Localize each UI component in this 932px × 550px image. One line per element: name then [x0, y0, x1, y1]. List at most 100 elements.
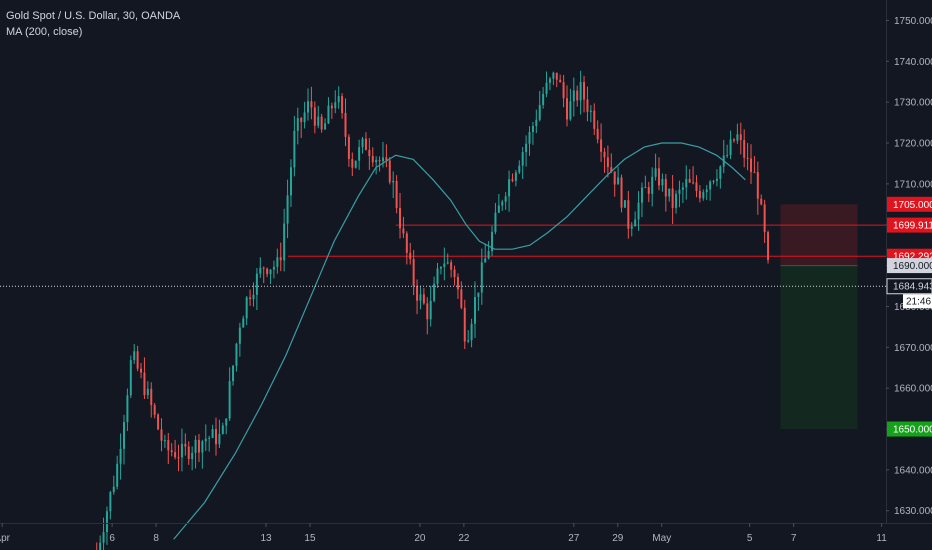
candle	[555, 72, 558, 88]
candle-body	[439, 266, 442, 269]
candle	[552, 71, 555, 86]
candle	[651, 167, 654, 207]
candle-body	[201, 441, 204, 453]
y-tick-label: 1710.000	[894, 179, 932, 190]
candle-body	[705, 189, 708, 193]
candle	[310, 86, 313, 120]
candle-body	[719, 166, 722, 179]
x-tick-label: 20	[414, 533, 426, 544]
candle	[358, 139, 361, 170]
candle	[232, 364, 235, 386]
candle	[695, 175, 698, 198]
candle	[399, 193, 402, 239]
target-price-tag-label: 1650.000	[893, 425, 932, 436]
candle	[300, 116, 303, 138]
candle	[426, 297, 429, 335]
candle	[180, 428, 183, 472]
candle	[719, 165, 722, 189]
candle	[167, 432, 170, 465]
candle	[354, 160, 357, 169]
x-tick-label: 22	[458, 533, 470, 544]
candle-body	[552, 72, 555, 79]
candle-body	[416, 285, 419, 301]
candle	[511, 173, 514, 183]
candle-body	[364, 138, 367, 150]
candle	[518, 160, 521, 175]
candle-body	[559, 79, 562, 83]
candle-body	[395, 180, 398, 209]
candle-body	[480, 262, 483, 293]
candle	[463, 299, 466, 349]
candle-body	[565, 98, 568, 120]
candle-body	[221, 425, 224, 434]
candle	[538, 90, 541, 122]
candle-body	[712, 180, 715, 182]
candle	[658, 157, 661, 191]
level-1-price-tag	[887, 217, 932, 233]
candle	[439, 266, 442, 275]
candle-body	[347, 136, 350, 160]
candle-body	[378, 160, 381, 162]
candle	[729, 130, 732, 160]
candle	[109, 490, 112, 520]
candle	[334, 90, 337, 114]
candle-body	[763, 204, 766, 233]
candle-body	[709, 181, 712, 190]
candle	[146, 381, 149, 399]
candle-body	[750, 158, 753, 173]
candle-body	[215, 429, 218, 445]
y-tick-label: 1630.000	[894, 506, 932, 517]
candle	[760, 194, 763, 206]
candle-body	[531, 126, 534, 133]
candle	[596, 120, 599, 144]
candle	[610, 153, 613, 174]
level-lines	[288, 224, 886, 257]
candle	[664, 173, 667, 212]
candle-body	[484, 258, 487, 263]
candle	[640, 182, 643, 218]
candle-body	[702, 192, 705, 199]
indicator-title[interactable]: MA (200, close)	[6, 26, 83, 38]
candle	[140, 362, 143, 379]
candle-body	[368, 149, 371, 157]
candle-body	[341, 96, 344, 114]
candle	[525, 135, 528, 167]
candle-body	[232, 365, 235, 382]
candle-body	[388, 160, 391, 183]
candle	[450, 259, 453, 278]
candle-body	[617, 177, 620, 185]
candle	[467, 330, 470, 344]
candle	[535, 109, 538, 134]
candle	[402, 216, 405, 238]
candle-body	[572, 90, 575, 102]
candle	[208, 435, 211, 452]
candle	[433, 276, 436, 303]
candle-body	[409, 252, 412, 260]
candle-body	[685, 178, 688, 188]
candle-body	[518, 165, 521, 173]
candle-body	[630, 226, 633, 229]
candle	[242, 315, 245, 328]
candle	[504, 192, 507, 210]
candle	[249, 289, 252, 306]
time-axis[interactable]: Apr 6 8 13 15 20 22 27 29 May 5 7 11	[0, 523, 887, 544]
candle	[392, 171, 395, 199]
candle-body	[463, 307, 466, 342]
candle	[497, 193, 500, 213]
candle	[562, 74, 565, 108]
symbol-title[interactable]: Gold Spot / U.S. Dollar, 30, OANDA	[6, 10, 181, 22]
candle	[409, 242, 412, 265]
x-tick-label: 7	[791, 533, 797, 544]
candle-body	[116, 463, 119, 487]
candle-body	[225, 418, 228, 426]
candle-body	[467, 340, 470, 342]
candle-body	[419, 294, 422, 301]
candle-body	[337, 96, 340, 103]
candles	[96, 70, 770, 550]
candle	[429, 285, 432, 327]
candle-body	[375, 160, 378, 163]
candle-body	[688, 178, 691, 183]
candle-body	[109, 492, 112, 512]
candle	[385, 144, 388, 168]
